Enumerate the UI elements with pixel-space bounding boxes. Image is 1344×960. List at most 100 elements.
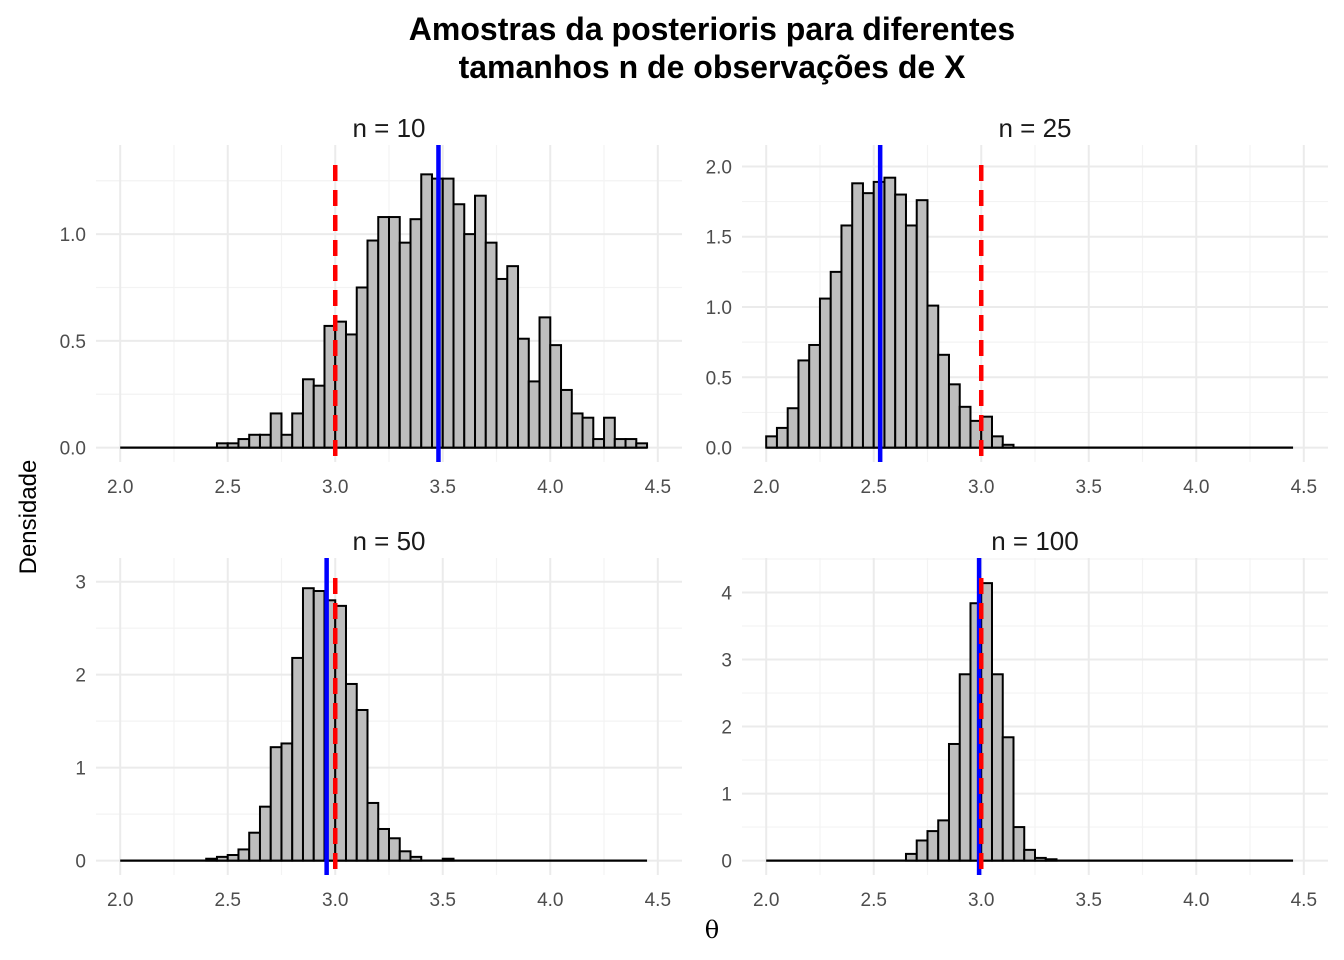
y-tick-label: 0 [75,852,86,873]
histogram-bar [452,203,466,449]
x-tick-label: 2.0 [107,477,133,498]
histogram-bar [280,742,294,862]
histogram-bar [990,435,1004,449]
histogram-bar [205,857,218,862]
histogram-bar [581,416,595,449]
histogram-bar [398,241,412,449]
x-tick-label: 3.5 [430,477,456,498]
panel-1: n = 10 2.0 2.5 3.0 3.5 4.0 4.5 0.0 0.5 1.0 [60,113,682,498]
x-tick-label: 3.0 [322,890,348,911]
histogram-bar [226,854,240,862]
histogram-bar [947,742,961,862]
x-tick-label: 2.5 [861,477,887,498]
histogram-bar [560,388,573,449]
histogram-bar [388,216,401,449]
y-axis-label: Densidade [15,460,42,575]
y-tick-label: 2 [75,666,86,687]
histogram-bar [441,857,455,862]
histogram-bar [355,708,369,862]
histogram-bar [808,343,821,449]
histogram-bar [947,383,961,449]
y-tick-label: 2.0 [706,157,732,178]
histogram-bar [420,173,434,449]
panel-title: n = 100 [991,526,1078,556]
histogram-bar [237,438,251,449]
x-tick-label: 3.0 [968,477,994,498]
histogram-bar [613,438,627,449]
histogram-bar [538,316,552,449]
panel-3: n = 50 2.0 2.5 3.0 3.5 4.0 4.5 0 1 2 3 [75,526,682,911]
histogram-bar [624,438,638,449]
histogram-bar [291,412,304,449]
y-tick-label: 0.0 [706,439,732,460]
panel-4: n = 100 2.0 2.5 3.0 3.5 4.0 4.5 0 1 2 3 4 [721,526,1328,911]
x-tick-label: 2.5 [215,477,241,498]
panel-title: n = 25 [998,113,1071,143]
x-tick-label: 2.0 [107,890,133,911]
chart-title-line2: tamanhos n de observações de X [459,49,967,85]
x-tick-label: 2.5 [861,890,887,911]
histogram-bar [765,435,778,449]
panel-title: n = 10 [352,113,425,143]
histogram-bar [474,194,487,449]
histogram-bar [570,412,584,449]
histogram-bar [301,587,315,862]
histogram-bar [829,270,843,449]
histogram-bar [258,433,272,449]
x-tick-label: 4.5 [645,477,671,498]
histogram-bar [883,176,897,449]
histogram-bar [312,384,326,449]
histogram-bar [344,333,358,449]
histogram-bar [980,415,993,449]
histogram-bar [398,850,412,862]
histogram-bar [1044,858,1058,862]
panel-2: n = 25 2.0 2.5 3.0 3.5 4.0 4.5 0.0 0.5 1.0 1.5 2.0 [706,113,1328,498]
chart-title-line1: Amostras da posterioris para diferentes [409,11,1015,47]
histogram-bar [861,192,875,449]
histogram-bar [269,412,283,449]
y-tick-label: 0.5 [60,332,86,353]
histogram-bar [269,746,283,862]
histogram-bar [355,286,369,449]
x-axis-label: θ [705,916,719,944]
y-tick-label: 2 [721,718,732,739]
histogram-bar [851,182,864,449]
histogram-bar [248,433,261,449]
histogram-bar [377,827,391,862]
histogram-bar [226,442,240,449]
histogram-bar [312,590,326,862]
x-tick-label: 4.5 [645,890,671,911]
histogram-bar [904,852,918,862]
x-tick-label: 2.5 [215,890,241,911]
y-tick-label: 0 [721,852,732,873]
histogram-bar [786,407,800,449]
histogram-bar [248,831,261,862]
histogram-bar [904,224,918,449]
histogram-bar [344,682,358,862]
histogram-bar [603,416,616,449]
histogram-bar [818,297,832,449]
histogram-bar [840,224,854,449]
histogram-bar [388,837,401,862]
histogram-bar [915,199,929,449]
histogram-bar [484,241,498,449]
histogram-bar [366,801,380,862]
x-tick-label: 4.0 [537,477,563,498]
x-tick-label: 4.5 [1291,477,1317,498]
histogram-bar [1001,443,1015,449]
histogram-bar [215,442,229,449]
x-tick-label: 4.0 [537,890,563,911]
histogram-bar [258,805,272,862]
histogram-bar [894,193,907,449]
histogram-bar [1001,736,1015,862]
histogram-bar [441,177,455,449]
x-tick-label: 3.5 [430,890,456,911]
histogram-bar [377,216,391,449]
histogram-bar [915,839,929,862]
histogram-bar [592,438,606,449]
y-tick-label: 0.0 [60,439,86,460]
histogram-bar [291,656,304,862]
histogram-bar [1012,826,1026,862]
y-tick-label: 1 [721,785,732,806]
histogram-bar [926,304,940,449]
